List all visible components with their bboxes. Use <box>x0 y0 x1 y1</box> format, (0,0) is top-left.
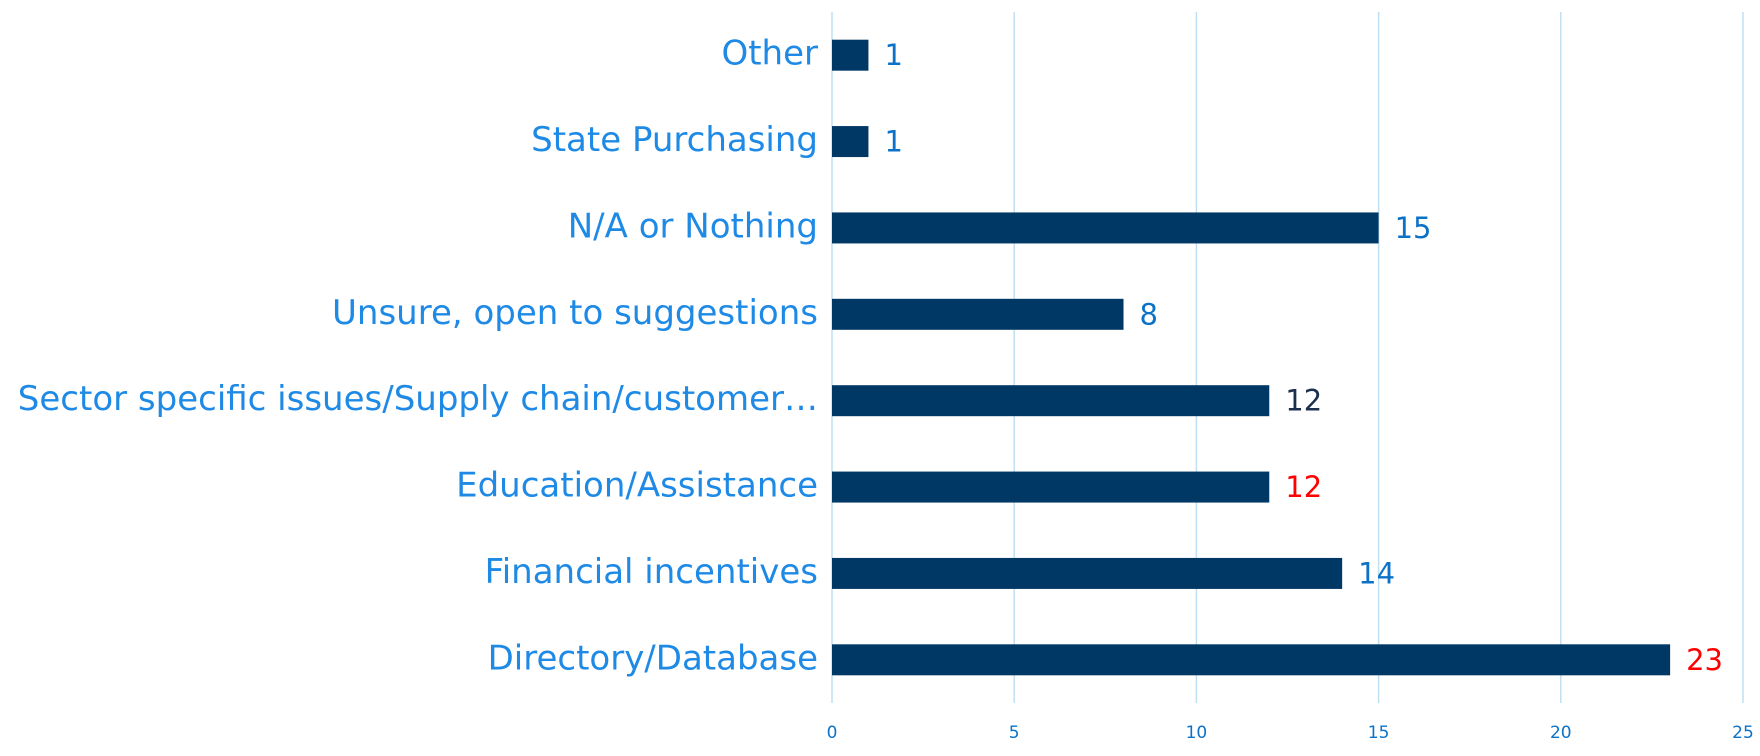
data-label: 23 <box>1686 643 1723 677</box>
data-label: 12 <box>1285 470 1322 504</box>
category-label: Sector specific issues/Supply chain/cust… <box>18 379 818 419</box>
bar <box>832 644 1671 676</box>
data-label: 1 <box>884 125 902 159</box>
bar <box>832 385 1270 417</box>
category-label: Financial incentives <box>485 552 818 592</box>
bar <box>832 126 869 158</box>
x-tick-label: 25 <box>1732 723 1754 743</box>
data-label: 14 <box>1358 556 1395 590</box>
category-label: Directory/Database <box>488 638 818 678</box>
category-label: Unsure, open to suggestions <box>332 293 818 333</box>
x-tick-label: 15 <box>1368 723 1390 743</box>
bar <box>832 471 1270 503</box>
bar <box>832 39 869 71</box>
x-tick-label: 20 <box>1550 723 1572 743</box>
bar <box>832 212 1379 244</box>
data-label: 1 <box>884 38 902 72</box>
category-label: Other <box>721 34 818 74</box>
data-label: 8 <box>1140 297 1158 331</box>
bar <box>832 557 1343 589</box>
data-label: 15 <box>1395 211 1432 245</box>
category-label: Education/Assistance <box>456 466 818 506</box>
x-tick-label: 5 <box>1009 723 1020 743</box>
category-label: State Purchasing <box>531 120 818 160</box>
bar <box>832 298 1124 330</box>
x-tick-label: 0 <box>827 723 838 743</box>
x-tick-label: 10 <box>1186 723 1208 743</box>
data-label: 12 <box>1285 384 1322 418</box>
category-label: N/A or Nothing <box>568 206 818 246</box>
